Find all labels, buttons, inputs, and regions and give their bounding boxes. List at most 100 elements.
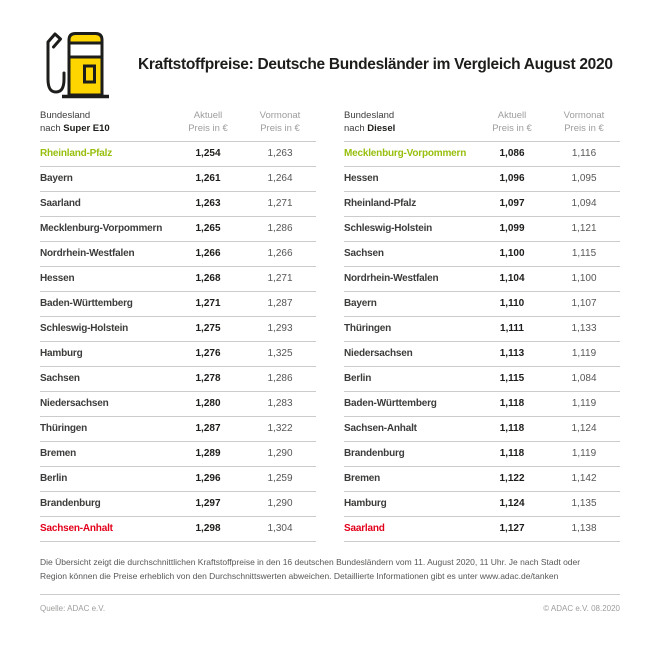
price-aktuell: 1,275: [195, 323, 221, 335]
price-aktuell: 1,280: [195, 398, 221, 410]
price-vormonat: 1,259: [267, 473, 293, 485]
price-aktuell: 1,298: [195, 523, 221, 535]
state-name: Bremen: [40, 448, 77, 460]
price-vormonat: 1,322: [267, 423, 293, 435]
price-vormonat: 1,264: [267, 173, 293, 185]
price-aktuell: 1,115: [499, 373, 525, 385]
table-row: Sachsen 1,278 1,286: [40, 367, 316, 392]
price-aktuell: 1,124: [499, 498, 525, 510]
price-tables: Bundesland nach Super E10 Aktuell Preis …: [40, 110, 620, 542]
price-vormonat: 1,293: [267, 323, 293, 335]
state-name: Nordrhein-Westfalen: [344, 273, 439, 285]
table-row: Thüringen 1,287 1,322: [40, 417, 316, 442]
state-name: Bremen: [344, 473, 381, 485]
price-vormonat: 1,138: [571, 523, 597, 535]
price-aktuell: 1,086: [499, 148, 525, 160]
table-row: Hamburg 1,124 1,135: [344, 492, 620, 517]
price-vormonat: 1,271: [267, 273, 293, 285]
price-aktuell: 1,118: [499, 423, 525, 435]
table-row: Brandenburg 1,297 1,290: [40, 492, 316, 517]
brand-header: Kraftstoffpreise: Deutsche Bundesländer …: [40, 26, 620, 104]
state-name: Bayern: [344, 298, 377, 310]
price-aktuell: 1,122: [499, 473, 525, 485]
state-name: Brandenburg: [344, 448, 405, 460]
column-header-bundesland: Bundesland nach Super E10: [40, 110, 110, 134]
price-aktuell: 1,096: [499, 173, 525, 185]
table-row: Rheinland-Pfalz 1,254 1,263: [40, 142, 316, 167]
table-row: Thüringen 1,111 1,133: [344, 317, 620, 342]
state-name: Hessen: [40, 273, 75, 285]
table-diesel: Bundesland nach Diesel Aktuell Preis in …: [344, 110, 620, 542]
state-name: Baden-Württemberg: [40, 298, 133, 310]
state-name: Saarland: [40, 198, 81, 210]
state-name: Schleswig-Holstein: [40, 323, 129, 335]
price-vormonat: 1,287: [267, 298, 293, 310]
price-vormonat: 1,119: [571, 398, 597, 410]
price-aktuell: 1,127: [499, 523, 525, 535]
price-aktuell: 1,110: [499, 298, 525, 310]
state-name: Berlin: [40, 473, 68, 485]
price-aktuell: 1,278: [195, 373, 221, 385]
table-row: Brandenburg 1,118 1,119: [344, 442, 620, 467]
table-row: Saarland 1,263 1,271: [40, 192, 316, 217]
table-row: Schleswig-Holstein 1,275 1,293: [40, 317, 316, 342]
state-name: Nordrhein-Westfalen: [40, 248, 135, 260]
table-row: Hamburg 1,276 1,325: [40, 342, 316, 367]
table-body: Mecklenburg-Vorpommern 1,086 1,116 Hessen 1,…: [344, 142, 620, 542]
column-header-vormonat: Vormonat Preis in €: [259, 110, 301, 134]
price-aktuell: 1,118: [499, 448, 525, 460]
state-name: Thüringen: [40, 423, 88, 435]
state-name: Saarland: [344, 523, 385, 535]
price-vormonat: 1,115: [571, 248, 597, 260]
fuel-type-label: Super E10: [63, 122, 110, 134]
table-row: Rheinland-Pfalz 1,097 1,094: [344, 192, 620, 217]
price-vormonat: 1,325: [267, 348, 293, 360]
state-name: Berlin: [344, 373, 372, 385]
price-vormonat: 1,095: [571, 173, 597, 185]
price-vormonat: 1,263: [267, 148, 293, 160]
source-label: Quelle: ADAC e.V.: [40, 603, 106, 613]
price-vormonat: 1,119: [571, 448, 597, 460]
price-aktuell: 1,113: [499, 348, 525, 360]
copyright-label: © ADAC e.V. 08.2020: [543, 603, 620, 613]
price-vormonat: 1,119: [571, 348, 597, 360]
table-row: Nordrhein-Westfalen 1,266 1,266: [40, 242, 316, 267]
price-vormonat: 1,142: [571, 473, 597, 485]
state-name: Hamburg: [40, 348, 83, 360]
price-vormonat: 1,266: [267, 248, 293, 260]
price-vormonat: 1,286: [267, 223, 293, 235]
price-aktuell: 1,099: [499, 223, 525, 235]
price-aktuell: 1,287: [195, 423, 221, 435]
state-name: Hessen: [344, 173, 379, 185]
price-aktuell: 1,271: [195, 298, 221, 310]
state-name: Niedersachsen: [344, 348, 413, 360]
state-name: Schleswig-Holstein: [344, 223, 433, 235]
price-aktuell: 1,261: [195, 173, 221, 185]
state-name: Sachsen: [40, 373, 80, 385]
price-vormonat: 1,283: [267, 398, 293, 410]
table-row: Schleswig-Holstein 1,099 1,121: [344, 217, 620, 242]
table-header: Bundesland nach Super E10 Aktuell Preis …: [40, 110, 316, 142]
table-row: Berlin 1,296 1,259: [40, 467, 316, 492]
table-row: Baden-Württemberg 1,271 1,287: [40, 292, 316, 317]
price-aktuell: 1,254: [195, 148, 221, 160]
state-name: Bayern: [40, 173, 73, 185]
page-title: Kraftstoffpreise: Deutsche Bundesländer …: [138, 56, 613, 73]
price-aktuell: 1,297: [195, 498, 221, 510]
price-vormonat: 1,100: [571, 273, 597, 285]
table-row: Saarland 1,127 1,138: [344, 517, 620, 542]
table-body: Rheinland-Pfalz 1,254 1,263 Bayern 1,261 1,26…: [40, 142, 316, 542]
price-vormonat: 1,116: [571, 148, 597, 160]
price-vormonat: 1,271: [267, 198, 293, 210]
footnote-text: Die Übersicht zeigt die durchschnittlich…: [40, 556, 581, 581]
price-vormonat: 1,286: [267, 373, 293, 385]
column-header-vormonat: Vormonat Preis in €: [563, 110, 605, 134]
price-vormonat: 1,124: [571, 423, 597, 435]
price-vormonat: 1,121: [571, 223, 597, 235]
price-aktuell: 1,289: [195, 448, 221, 460]
table-row: Sachsen 1,100 1,115: [344, 242, 620, 267]
table-row: Mecklenburg-Vorpommern 1,265 1,286: [40, 217, 316, 242]
state-name: Rheinland-Pfalz: [344, 198, 417, 210]
price-vormonat: 1,133: [571, 323, 597, 335]
